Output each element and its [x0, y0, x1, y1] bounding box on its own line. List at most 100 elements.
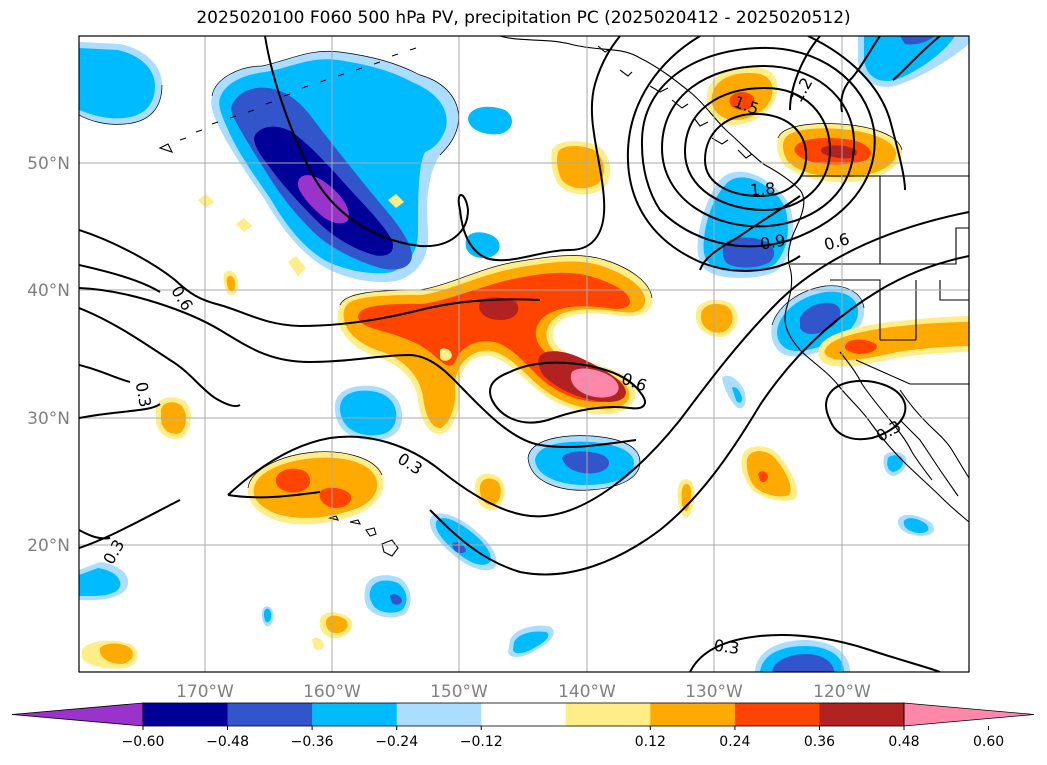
anomaly-region	[479, 297, 519, 320]
lon-tick-label: 140°W	[558, 682, 616, 702]
positive-anomaly-regions	[82, 66, 969, 669]
latitude-labels: 50°N 40°N 30°N 20°N	[27, 154, 70, 556]
anomaly-region	[319, 487, 352, 508]
map-content: 0.6 0.3 0.6 0.3 0.6 0.9 1.8 1.5 1.2 0.3 …	[79, 36, 969, 672]
anomaly-region	[465, 232, 500, 258]
coastline-aleutians	[158, 143, 174, 153]
anomaly-region	[729, 92, 755, 111]
shading-outlines	[79, 50, 903, 491]
anomaly-region	[388, 194, 404, 208]
lon-tick-label: 130°W	[685, 682, 743, 702]
anomaly-region	[99, 643, 133, 664]
pv-contour	[840, 36, 881, 113]
colorbar-segment	[565, 703, 651, 726]
anomaly-region	[79, 568, 121, 596]
anomaly-region	[440, 348, 452, 361]
colorbar-segment	[734, 703, 820, 726]
lon-tick-label: 170°W	[176, 682, 234, 702]
lat-tick-label: 30°N	[27, 409, 70, 429]
colorbar-tick-label: −0.12	[460, 734, 503, 750]
anomaly-region	[864, 36, 955, 82]
anomaly-region	[887, 455, 904, 472]
pv-contour	[79, 529, 111, 540]
anomaly-region	[236, 218, 252, 232]
coastlines	[158, 36, 969, 557]
lat-tick-label: 20°N	[27, 536, 70, 556]
colorbar-tick-label: 0.60	[973, 734, 1004, 750]
pv-contour	[689, 633, 941, 672]
contour-label: 0.9	[759, 230, 787, 253]
colorbar-tick-label: 0.48	[888, 734, 919, 750]
anomaly-region	[288, 256, 306, 276]
anomaly-region	[570, 368, 619, 398]
graticule	[79, 36, 969, 672]
lon-tick-label: 120°W	[813, 682, 871, 702]
anomaly-region	[479, 478, 501, 506]
colorbar-segment	[312, 703, 398, 726]
anomaly-region	[264, 608, 272, 623]
pv-contour	[264, 36, 621, 262]
anomaly-region	[903, 518, 929, 533]
pv-contour	[703, 112, 808, 198]
coastline-hawaii	[328, 515, 399, 557]
pv-contours	[79, 36, 969, 672]
anomaly-region	[513, 631, 549, 654]
contour-label: 1.8	[749, 179, 776, 200]
lat-tick-label: 40°N	[27, 281, 70, 301]
anomaly-region	[226, 275, 236, 292]
pv-contour	[892, 36, 941, 81]
anomaly-region	[746, 451, 791, 497]
colorbar-segment	[396, 703, 482, 726]
colorbar-segment	[481, 703, 567, 726]
colorbar-extend-max	[903, 702, 1035, 727]
contour-label: 0.3	[132, 380, 155, 408]
colorbar-segment	[227, 703, 313, 726]
pv-contour	[789, 36, 821, 111]
pv-contour	[825, 380, 907, 441]
colorbar-tick-label: −0.48	[206, 734, 249, 750]
anomaly-region	[758, 471, 768, 483]
lon-tick-label: 160°W	[303, 682, 361, 702]
anomaly-region	[468, 106, 512, 135]
pv-contour	[79, 499, 181, 549]
anomaly-region	[701, 303, 733, 333]
pv-contour	[227, 211, 969, 518]
pv-contour	[807, 36, 906, 191]
chart-title: 2025020100 F060 500 hPa PV, precipitatio…	[196, 8, 851, 28]
colorbar-segment	[819, 703, 905, 726]
colorbar: −0.60 −0.48 −0.36 −0.24 −0.12 0.12 0.24 0.36 0.4…	[11, 702, 1035, 750]
colorbar-tick-label: −0.36	[291, 734, 334, 750]
colorbar-segment	[143, 703, 229, 726]
pv-contour	[79, 403, 161, 419]
anomaly-region	[772, 654, 834, 672]
anomaly-region	[298, 175, 349, 224]
coastline-baja	[839, 351, 933, 481]
anomaly-region	[557, 146, 604, 189]
pv-contour	[489, 361, 646, 424]
colorbar-frame	[142, 702, 905, 727]
anomaly-region	[562, 451, 609, 474]
pv-contour	[626, 36, 801, 272]
anomaly-region	[312, 637, 324, 651]
anomaly-region	[732, 387, 742, 403]
pv-contour	[640, 46, 876, 248]
map-frame	[78, 35, 970, 673]
pv-contour	[79, 264, 161, 293]
pv-contour	[429, 255, 969, 576]
anomaly-region	[844, 339, 877, 354]
longitude-labels: 170°W 160°W 150°W 140°W 130°W 120°W	[176, 682, 871, 702]
colorbar-tick-label: −0.24	[375, 734, 418, 750]
anomaly-region	[325, 615, 348, 634]
pv-contour	[79, 229, 541, 328]
anomaly-region	[79, 48, 155, 119]
pv-contour	[79, 364, 131, 383]
lat-tick-label: 50°N	[27, 154, 70, 174]
pv-contour	[227, 491, 321, 499]
pv-contour	[660, 64, 856, 228]
anomaly-region	[275, 468, 311, 493]
colorbar-tick-label: 0.36	[804, 734, 835, 750]
anomaly-region	[198, 194, 214, 208]
colorbar-tick-label: −0.60	[122, 734, 165, 750]
lon-tick-label: 150°W	[430, 682, 488, 702]
